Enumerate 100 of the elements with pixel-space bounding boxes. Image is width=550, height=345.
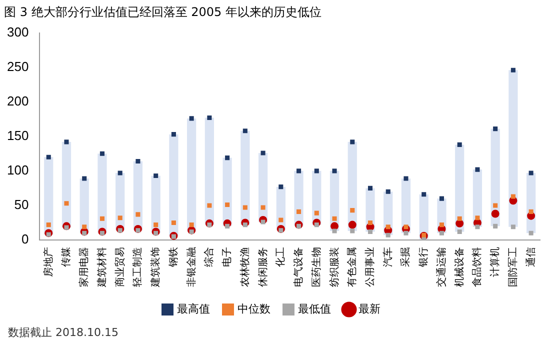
point <box>100 216 104 221</box>
point <box>493 203 498 208</box>
x-tick-label: 汽车 <box>382 247 394 267</box>
x-tick-label: 医药生物 <box>310 247 322 287</box>
point <box>260 220 266 224</box>
point <box>475 224 480 230</box>
point <box>242 128 248 134</box>
point <box>422 192 426 197</box>
point <box>225 156 230 160</box>
y-tick-label: 0 <box>21 232 29 247</box>
x-tick-label: 银行 <box>418 247 430 268</box>
bar <box>98 154 107 234</box>
y-tick-label: 100 <box>6 162 29 178</box>
point <box>296 168 302 174</box>
point <box>171 220 176 225</box>
point <box>225 202 230 208</box>
x-tick-label: 建筑装饰 <box>150 247 162 288</box>
x-tick-label: 家用电器 <box>78 247 90 287</box>
x-tick-label: 通信 <box>524 247 537 267</box>
legend-label: 最低值 <box>298 304 331 316</box>
point <box>528 170 534 176</box>
point <box>278 218 284 222</box>
point <box>457 229 462 234</box>
x-tick-label: 建筑材料 <box>96 247 108 288</box>
point <box>260 205 266 210</box>
point <box>136 212 140 217</box>
point <box>439 222 444 228</box>
point <box>136 228 140 233</box>
point <box>510 68 516 72</box>
point <box>207 115 212 120</box>
x-tick-label: 电子 <box>221 247 234 267</box>
x-tick-label: 商业贸易 <box>114 247 126 287</box>
x-tick-label: 有色金属 <box>346 247 358 287</box>
point <box>348 220 356 229</box>
point <box>493 224 498 228</box>
y-tick-label: 250 <box>6 58 29 74</box>
point <box>189 116 194 121</box>
point <box>154 222 158 228</box>
bar <box>169 134 178 237</box>
point <box>314 210 319 216</box>
y-tick-label: 300 <box>6 24 29 40</box>
x-tick-label: 化工 <box>274 247 287 267</box>
point <box>82 224 87 230</box>
point <box>82 176 87 181</box>
point <box>242 222 248 228</box>
point <box>46 222 51 228</box>
y-tick-label: 50 <box>14 197 29 212</box>
point <box>296 209 302 214</box>
point <box>368 186 373 190</box>
x-tick-label: 钢铁 <box>167 247 180 268</box>
point <box>439 230 444 236</box>
point <box>332 168 337 174</box>
bar <box>62 142 72 228</box>
point <box>154 174 158 178</box>
point <box>136 158 140 164</box>
x-tick-label: 食品饮料 <box>471 247 484 287</box>
point <box>350 208 355 213</box>
x-tick-label: 纺织服装 <box>328 247 340 287</box>
x-tick-label: 非银金融 <box>185 247 198 287</box>
x-tick-label: 房地产 <box>42 247 54 277</box>
point <box>350 228 355 234</box>
point <box>100 151 104 156</box>
point <box>332 228 337 234</box>
point <box>278 184 284 190</box>
x-tick-label: 国防军工 <box>506 247 519 287</box>
point <box>475 167 480 172</box>
point <box>189 222 194 228</box>
point <box>332 216 337 221</box>
point <box>260 150 266 156</box>
legend-label: 最新 <box>358 302 380 316</box>
point <box>225 224 230 228</box>
x-tick-label: 综合 <box>203 247 216 267</box>
point <box>491 210 500 218</box>
point <box>386 189 390 194</box>
bar <box>508 70 518 227</box>
legend-label: 最高值 <box>177 302 210 316</box>
point <box>493 126 498 132</box>
point <box>510 194 516 199</box>
x-tick-label: 计算机 <box>489 247 502 277</box>
bar <box>240 130 250 225</box>
point <box>64 140 69 144</box>
point <box>510 224 516 230</box>
bar <box>490 128 500 226</box>
point <box>368 220 373 225</box>
x-tick-label: 公用事业 <box>364 247 376 287</box>
point <box>118 170 122 176</box>
x-tick-label: 交通运输 <box>435 247 448 287</box>
point <box>350 140 355 144</box>
bar <box>187 118 196 232</box>
x-tick-label: 农林牧渔 <box>238 247 251 287</box>
y-tick-label: 150 <box>6 128 29 143</box>
x-tick-label: 休闲服务 <box>256 247 269 287</box>
point <box>171 132 176 137</box>
point <box>439 196 444 201</box>
chart-title: 图 3 绝大部分行业估值已经回落至 2005 年以来的历史低位 <box>3 4 322 21</box>
point <box>457 216 462 221</box>
x-tick-label: 机械设备 <box>453 247 466 287</box>
point <box>368 229 373 234</box>
point <box>242 205 248 210</box>
bar <box>44 157 54 234</box>
